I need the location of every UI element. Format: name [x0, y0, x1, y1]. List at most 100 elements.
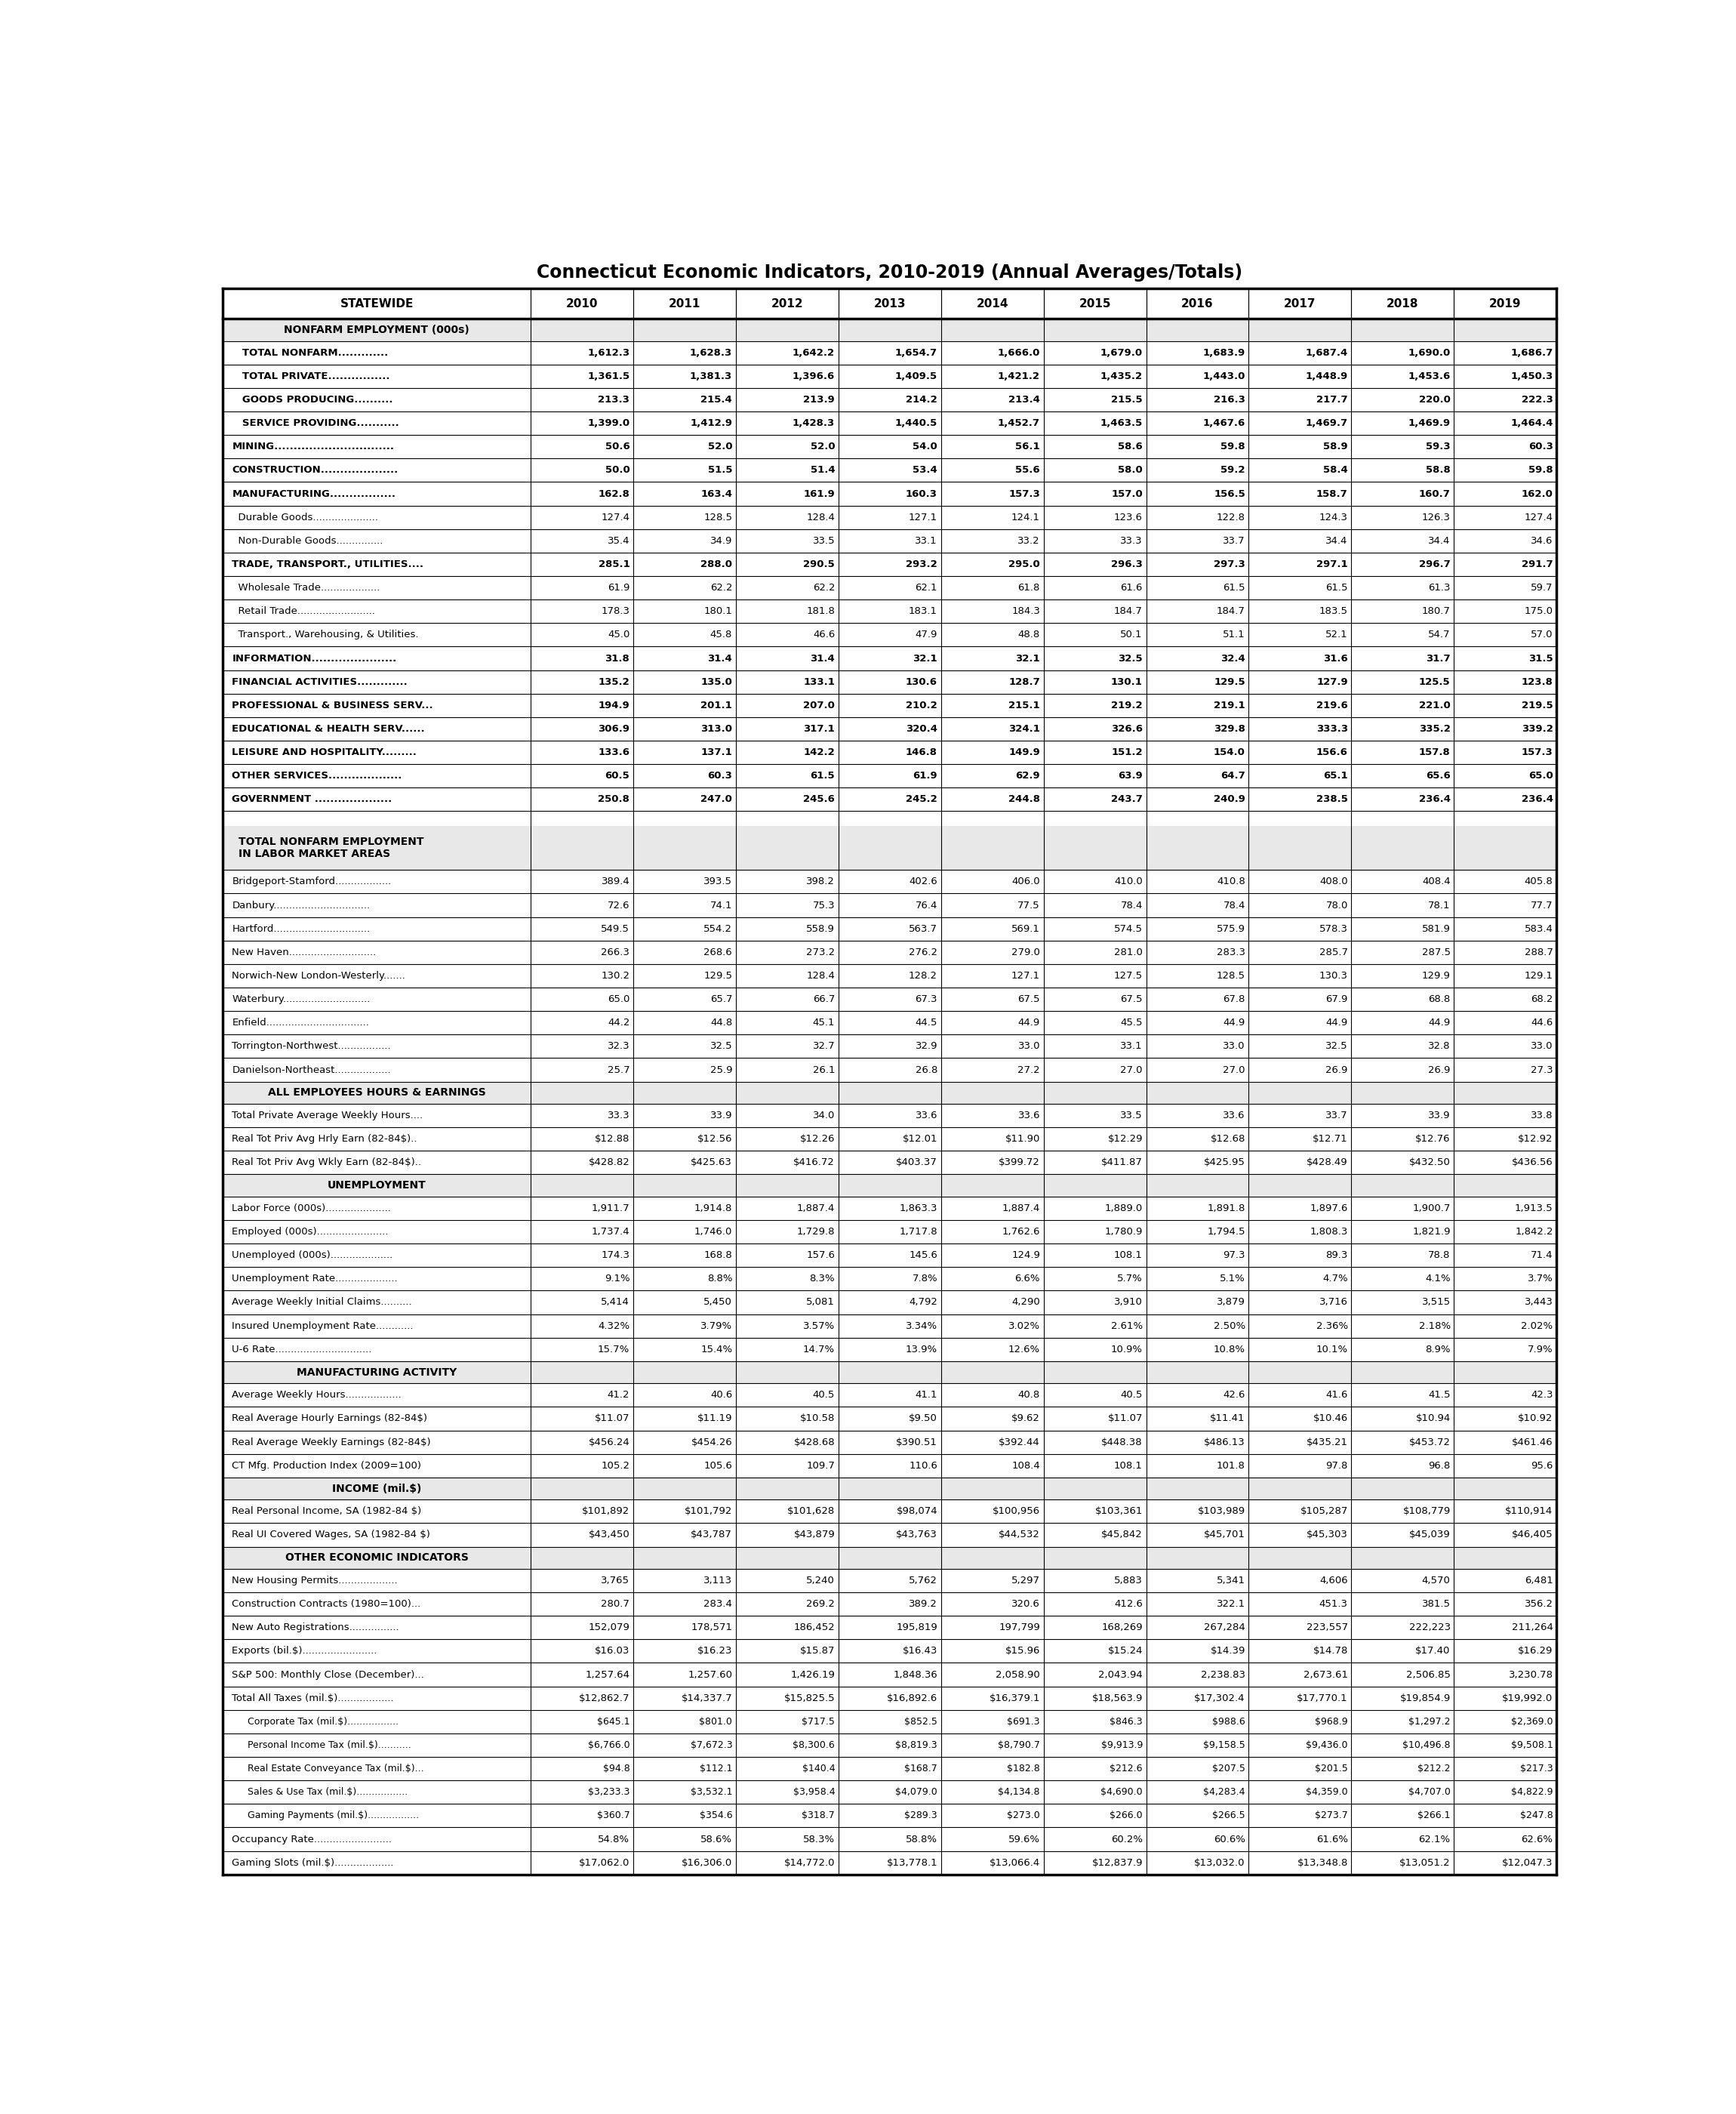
Text: $3,532.1: $3,532.1	[691, 1786, 733, 1797]
Text: 219.1: 219.1	[1213, 700, 1245, 710]
Text: 25.9: 25.9	[710, 1065, 733, 1074]
Text: 2.61%: 2.61%	[1111, 1321, 1142, 1332]
Text: 215.5: 215.5	[1111, 395, 1142, 404]
Text: $16.23: $16.23	[698, 1647, 733, 1655]
Text: $101,892: $101,892	[582, 1507, 630, 1516]
Text: 32.5: 32.5	[1326, 1042, 1347, 1051]
Text: $98,074: $98,074	[896, 1507, 937, 1516]
Text: $15.24: $15.24	[1108, 1647, 1142, 1655]
Text: OTHER ECONOMIC INDICATORS: OTHER ECONOMIC INDICATORS	[285, 1552, 469, 1562]
Text: $3,233.3: $3,233.3	[589, 1786, 630, 1797]
Text: 1,399.0: 1,399.0	[587, 419, 630, 429]
Text: 281.0: 281.0	[1115, 947, 1142, 958]
Text: 33.3: 33.3	[1120, 537, 1142, 545]
Bar	[222, 1478, 1557, 1499]
Bar	[222, 1826, 1557, 1852]
Text: $13,778.1: $13,778.1	[887, 1858, 937, 1867]
Text: 2012: 2012	[771, 298, 804, 309]
Text: 67.5: 67.5	[1017, 994, 1040, 1004]
Text: 130.6: 130.6	[906, 676, 937, 687]
Bar	[222, 740, 1557, 763]
Text: 33.0: 33.0	[1222, 1042, 1245, 1051]
Text: 137.1: 137.1	[701, 748, 733, 757]
Text: $10,496.8: $10,496.8	[1403, 1740, 1451, 1750]
Text: $103,361: $103,361	[1095, 1507, 1142, 1516]
Text: 63.9: 63.9	[1118, 772, 1142, 780]
Text: $456.24: $456.24	[589, 1438, 630, 1448]
Text: $12.92: $12.92	[1517, 1135, 1554, 1144]
Text: $968.9: $968.9	[1314, 1717, 1347, 1727]
Text: $12.68: $12.68	[1210, 1135, 1245, 1144]
Text: 61.5: 61.5	[1222, 583, 1245, 592]
Text: 56.1: 56.1	[1016, 442, 1040, 452]
Text: Hartford...............................: Hartford...............................	[233, 924, 370, 934]
Text: 33.6: 33.6	[915, 1110, 937, 1120]
Text: 33.9: 33.9	[1429, 1110, 1451, 1120]
Text: 2,043.94: 2,043.94	[1099, 1670, 1142, 1679]
Text: 276.2: 276.2	[910, 947, 937, 958]
Bar	[222, 1338, 1557, 1361]
Text: 163.4: 163.4	[701, 488, 733, 499]
Text: $266.1: $266.1	[1418, 1812, 1451, 1820]
Text: 78.4: 78.4	[1120, 901, 1142, 911]
Bar	[222, 964, 1557, 987]
Text: 1,421.2: 1,421.2	[998, 372, 1040, 381]
Text: 214.2: 214.2	[906, 395, 937, 404]
Text: 549.5: 549.5	[601, 924, 630, 934]
Text: 288.7: 288.7	[1524, 947, 1554, 958]
Text: 71.4: 71.4	[1531, 1251, 1554, 1260]
Text: 33.1: 33.1	[915, 537, 937, 545]
Text: 1,913.5: 1,913.5	[1516, 1203, 1554, 1213]
Bar	[1146, 290, 1248, 319]
Text: Total All Taxes (mil.$)..................: Total All Taxes (mil.$).................…	[233, 1693, 394, 1704]
Text: GOVERNMENT ....................: GOVERNMENT ....................	[233, 795, 392, 805]
Bar	[222, 789, 1557, 812]
Text: 58.6: 58.6	[1118, 442, 1142, 452]
Text: New Haven............................: New Haven............................	[233, 947, 377, 958]
Bar	[222, 1266, 1557, 1292]
Bar	[222, 435, 1557, 459]
Bar	[222, 1315, 1557, 1338]
Text: 238.5: 238.5	[1316, 795, 1347, 805]
Text: 267,284: 267,284	[1205, 1624, 1245, 1632]
Text: $12,047.3: $12,047.3	[1502, 1858, 1554, 1867]
Text: 1,889.0: 1,889.0	[1104, 1203, 1142, 1213]
Bar	[222, 1361, 1557, 1383]
Text: 78.4: 78.4	[1224, 901, 1245, 911]
Text: $266.5: $266.5	[1212, 1812, 1245, 1820]
Text: 180.1: 180.1	[703, 607, 733, 617]
Text: 8.9%: 8.9%	[1425, 1345, 1451, 1355]
Text: 65.1: 65.1	[1323, 772, 1347, 780]
Text: 7.8%: 7.8%	[911, 1275, 937, 1283]
Text: 31.8: 31.8	[604, 653, 630, 664]
Text: 244.8: 244.8	[1009, 795, 1040, 805]
Text: 145.6: 145.6	[910, 1251, 937, 1260]
Text: 135.2: 135.2	[599, 676, 630, 687]
Text: 65.0: 65.0	[608, 994, 630, 1004]
Text: 31.6: 31.6	[1323, 653, 1347, 664]
Text: 33.0: 33.0	[1017, 1042, 1040, 1051]
Text: 33.7: 33.7	[1222, 537, 1245, 545]
Text: 222,223: 222,223	[1410, 1624, 1451, 1632]
Text: 97.8: 97.8	[1326, 1461, 1347, 1471]
Text: $273.7: $273.7	[1314, 1812, 1347, 1820]
Text: 33.6: 33.6	[1222, 1110, 1245, 1120]
Text: 76.4: 76.4	[915, 901, 937, 911]
Text: 295.0: 295.0	[1009, 560, 1040, 569]
Text: $17,770.1: $17,770.1	[1297, 1693, 1347, 1704]
Text: $11.41: $11.41	[1210, 1414, 1245, 1423]
Text: 26.8: 26.8	[915, 1065, 937, 1074]
Text: $43,787: $43,787	[691, 1531, 733, 1539]
Bar	[222, 871, 1557, 894]
Text: 1,821.9: 1,821.9	[1413, 1226, 1451, 1237]
Text: MANUFACTURING ACTIVITY: MANUFACTURING ACTIVITY	[297, 1368, 457, 1378]
Text: 3,910: 3,910	[1115, 1298, 1142, 1306]
Text: $10.58: $10.58	[800, 1414, 835, 1423]
Text: Waterbury............................: Waterbury............................	[233, 994, 370, 1004]
Text: 160.7: 160.7	[1418, 488, 1451, 499]
Text: $801.0: $801.0	[700, 1717, 733, 1727]
Text: TRADE, TRANSPORT., UTILITIES....: TRADE, TRANSPORT., UTILITIES....	[233, 560, 424, 569]
Text: $14,772.0: $14,772.0	[785, 1858, 835, 1867]
Text: $8,790.7: $8,790.7	[998, 1740, 1040, 1750]
Text: $717.5: $717.5	[802, 1717, 835, 1727]
